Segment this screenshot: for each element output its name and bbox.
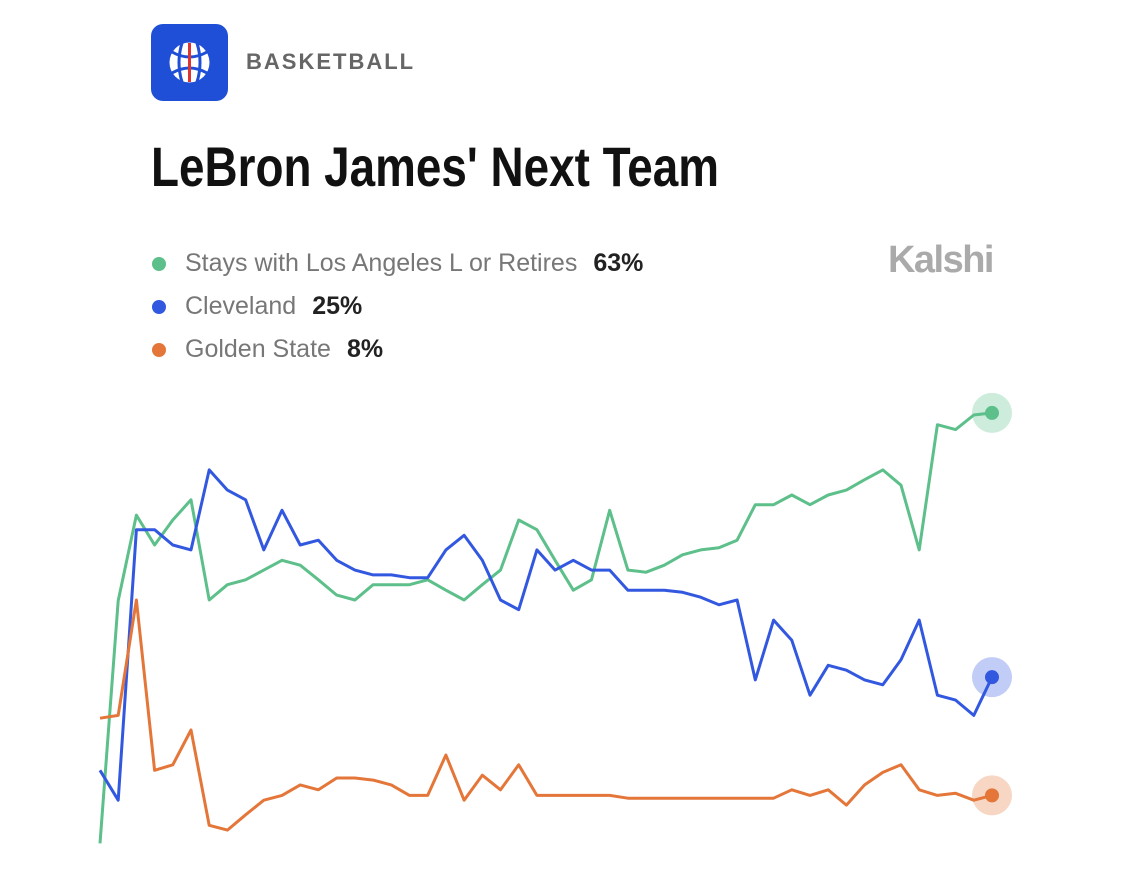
legend-label: Cleveland	[185, 292, 296, 320]
legend-entry: Golden State 8%	[185, 335, 383, 363]
end-point	[985, 670, 999, 685]
series-line	[98, 411, 993, 844]
sport-icon	[151, 24, 228, 101]
end-point	[985, 788, 999, 803]
legend-value: 25%	[312, 292, 362, 320]
legend-value: 8%	[347, 335, 383, 363]
legend-label: Golden State	[185, 335, 331, 363]
brand-logo: Kalshi	[888, 239, 993, 281]
legend-entry: Stays with Los Angeles L or Retires 63%	[185, 249, 643, 277]
end-point	[985, 405, 999, 420]
category-label: BASKETBALL	[246, 49, 415, 74]
legend-value: 63%	[593, 249, 643, 277]
legend-marker	[152, 257, 166, 271]
legend-marker	[152, 343, 166, 357]
legend-marker	[152, 300, 166, 314]
series-line	[98, 468, 994, 802]
legend-label: Stays with Los Angeles L or Retires	[185, 249, 577, 277]
legend-entry: Cleveland 25%	[185, 292, 362, 320]
chart-title: LeBron James' Next Team	[151, 135, 719, 198]
series-line	[99, 598, 993, 832]
